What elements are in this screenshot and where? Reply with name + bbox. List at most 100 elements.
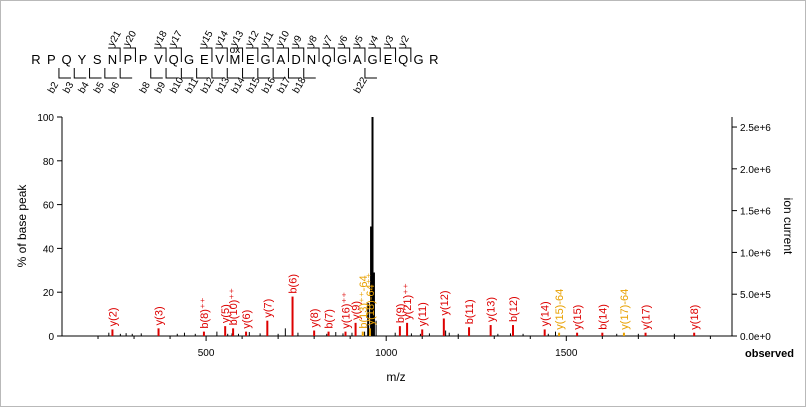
residue: G bbox=[184, 52, 194, 67]
residue: P bbox=[47, 52, 56, 67]
residue: N bbox=[307, 52, 316, 67]
b-ion-bracket bbox=[196, 68, 209, 79]
peak-label: y(18) bbox=[689, 305, 701, 330]
peak-label: b(6) bbox=[288, 274, 300, 294]
peak-label: y(2) bbox=[107, 307, 119, 326]
y-tick-label: 40 bbox=[43, 244, 55, 255]
y2-tick-label: 2.0e+6 bbox=[740, 165, 771, 176]
y-ion-bracket bbox=[276, 47, 289, 62]
peaks bbox=[108, 117, 696, 336]
residue: M bbox=[229, 52, 240, 67]
residue: Q bbox=[322, 52, 332, 67]
b-ion-label: b6 bbox=[107, 80, 122, 96]
b-ion-label: b11 bbox=[184, 76, 202, 96]
peak-label: y(14) bbox=[540, 301, 552, 326]
observed-label: observed bbox=[745, 348, 794, 360]
y-ion-bracket bbox=[245, 47, 259, 62]
peak-label: b(7) bbox=[324, 309, 336, 329]
y-ion-bracket bbox=[230, 47, 244, 62]
y-ion-label: y15 bbox=[198, 29, 216, 49]
b-ion-bracket bbox=[257, 68, 270, 79]
y-tick-label: 80 bbox=[43, 157, 55, 168]
y-ion-label: y11 bbox=[259, 29, 276, 48]
y-ion-bracket bbox=[169, 47, 182, 62]
residue: N bbox=[108, 52, 117, 67]
y-tick-label: 0 bbox=[48, 332, 54, 343]
b-ion-label: b5 bbox=[92, 80, 107, 96]
y-ion-label: y20 bbox=[122, 29, 140, 49]
y2-tick-label: 2.5e+6 bbox=[740, 123, 771, 134]
x-tick-label: 500 bbox=[198, 348, 215, 359]
y2-tick-label: 0.0e+0 bbox=[740, 332, 771, 343]
b-ion-bracket bbox=[119, 68, 133, 79]
peak-label: b(8)⁺⁺ bbox=[199, 297, 211, 328]
peak-label: y(13) bbox=[486, 297, 498, 322]
peak-label: y(16)⁺⁺ bbox=[340, 292, 352, 329]
y-ion-bracket bbox=[352, 47, 366, 62]
y-ion-label: y8 bbox=[305, 33, 320, 48]
residue: G bbox=[413, 52, 423, 67]
y-ion-label: y5 bbox=[351, 33, 366, 48]
residue: R bbox=[31, 52, 40, 67]
residue: Y bbox=[78, 52, 87, 67]
residue: P bbox=[139, 52, 148, 67]
peak-label: b(9) bbox=[395, 304, 407, 324]
y-ion-bracket bbox=[337, 47, 351, 62]
residue: G bbox=[368, 52, 378, 67]
y-ion-label: y17 bbox=[167, 29, 185, 49]
y-ion-bracket bbox=[123, 47, 136, 62]
y-ion-label: y10 bbox=[275, 29, 293, 49]
peak-labels: y(2) y(3) b(8)⁺⁺ y(5)b(10)⁺⁺ y(6) y(7) b(6) y(8… bbox=[107, 273, 701, 330]
y-tick-label: 100 bbox=[37, 113, 54, 124]
peak-label: y(6) bbox=[241, 310, 253, 329]
y-ion-label: y6 bbox=[336, 33, 351, 48]
peak-label: y(11) bbox=[417, 302, 429, 326]
b-ion-label: b8 bbox=[138, 80, 153, 96]
y2-tick-label: 1.0e+6 bbox=[740, 248, 771, 259]
peak-label: b(13)⁺⁺-64 bbox=[358, 275, 370, 328]
y-ion-bracket bbox=[291, 47, 305, 62]
b-ion-bracket bbox=[89, 68, 102, 79]
y-ion-label: y3 bbox=[382, 33, 397, 48]
y-axis-title: % of base peak bbox=[15, 184, 29, 268]
y-ion-bracket bbox=[398, 47, 412, 62]
y-ion-label: y14 bbox=[213, 29, 231, 49]
b-ion-bracket bbox=[303, 68, 316, 79]
x-axis-title: m/z bbox=[386, 370, 405, 384]
b-ion-bracket bbox=[150, 68, 163, 79]
b-ion-bracket bbox=[165, 68, 179, 79]
residue: V bbox=[154, 52, 163, 67]
peak-label: y(15)-64 bbox=[554, 289, 566, 330]
peak-label: b(10)⁺⁺ bbox=[228, 288, 240, 325]
y-ion-label: y13 bbox=[229, 29, 247, 49]
peak-label: y(21)⁺⁺ bbox=[402, 283, 414, 320]
y-ion-label: y4 bbox=[366, 33, 381, 48]
y2-axis-title: ion current bbox=[781, 198, 795, 255]
peak-label: y(9) bbox=[351, 301, 363, 320]
y-ion-label: y18 bbox=[152, 29, 170, 49]
b-ion-label: b3 bbox=[61, 80, 76, 96]
b-ion-bracket bbox=[104, 68, 117, 79]
y-ion-bracket bbox=[307, 47, 320, 62]
peak-label: b(11) bbox=[464, 299, 476, 324]
y2-tick-label: 1.5e+6 bbox=[740, 207, 771, 218]
y-tick-label: 20 bbox=[43, 288, 55, 299]
y-ion-bracket bbox=[368, 47, 381, 62]
residue: G bbox=[337, 52, 347, 67]
b-ion-label: b2 bbox=[46, 80, 61, 96]
peak-label: y(17)-64 bbox=[619, 289, 631, 330]
y-ion-bracket bbox=[108, 47, 121, 62]
peak-label: y(8) bbox=[309, 309, 321, 328]
ticks: 0 20 40 60 80 100 0.0e+0 5.0e+5 1.0e+6 1.5e+6 2.0e… bbox=[37, 113, 771, 359]
peak-label: b(14) bbox=[597, 304, 609, 330]
residue: S bbox=[93, 52, 102, 67]
residue: G bbox=[260, 52, 270, 67]
b-ion-bracket bbox=[180, 68, 194, 79]
peak-label: y(7) bbox=[262, 299, 274, 318]
y-ion-label: y7 bbox=[320, 33, 335, 48]
y2-tick-label: 5.0e+5 bbox=[740, 290, 771, 301]
b-ion-bracket bbox=[211, 68, 224, 79]
residue: D bbox=[291, 52, 300, 67]
